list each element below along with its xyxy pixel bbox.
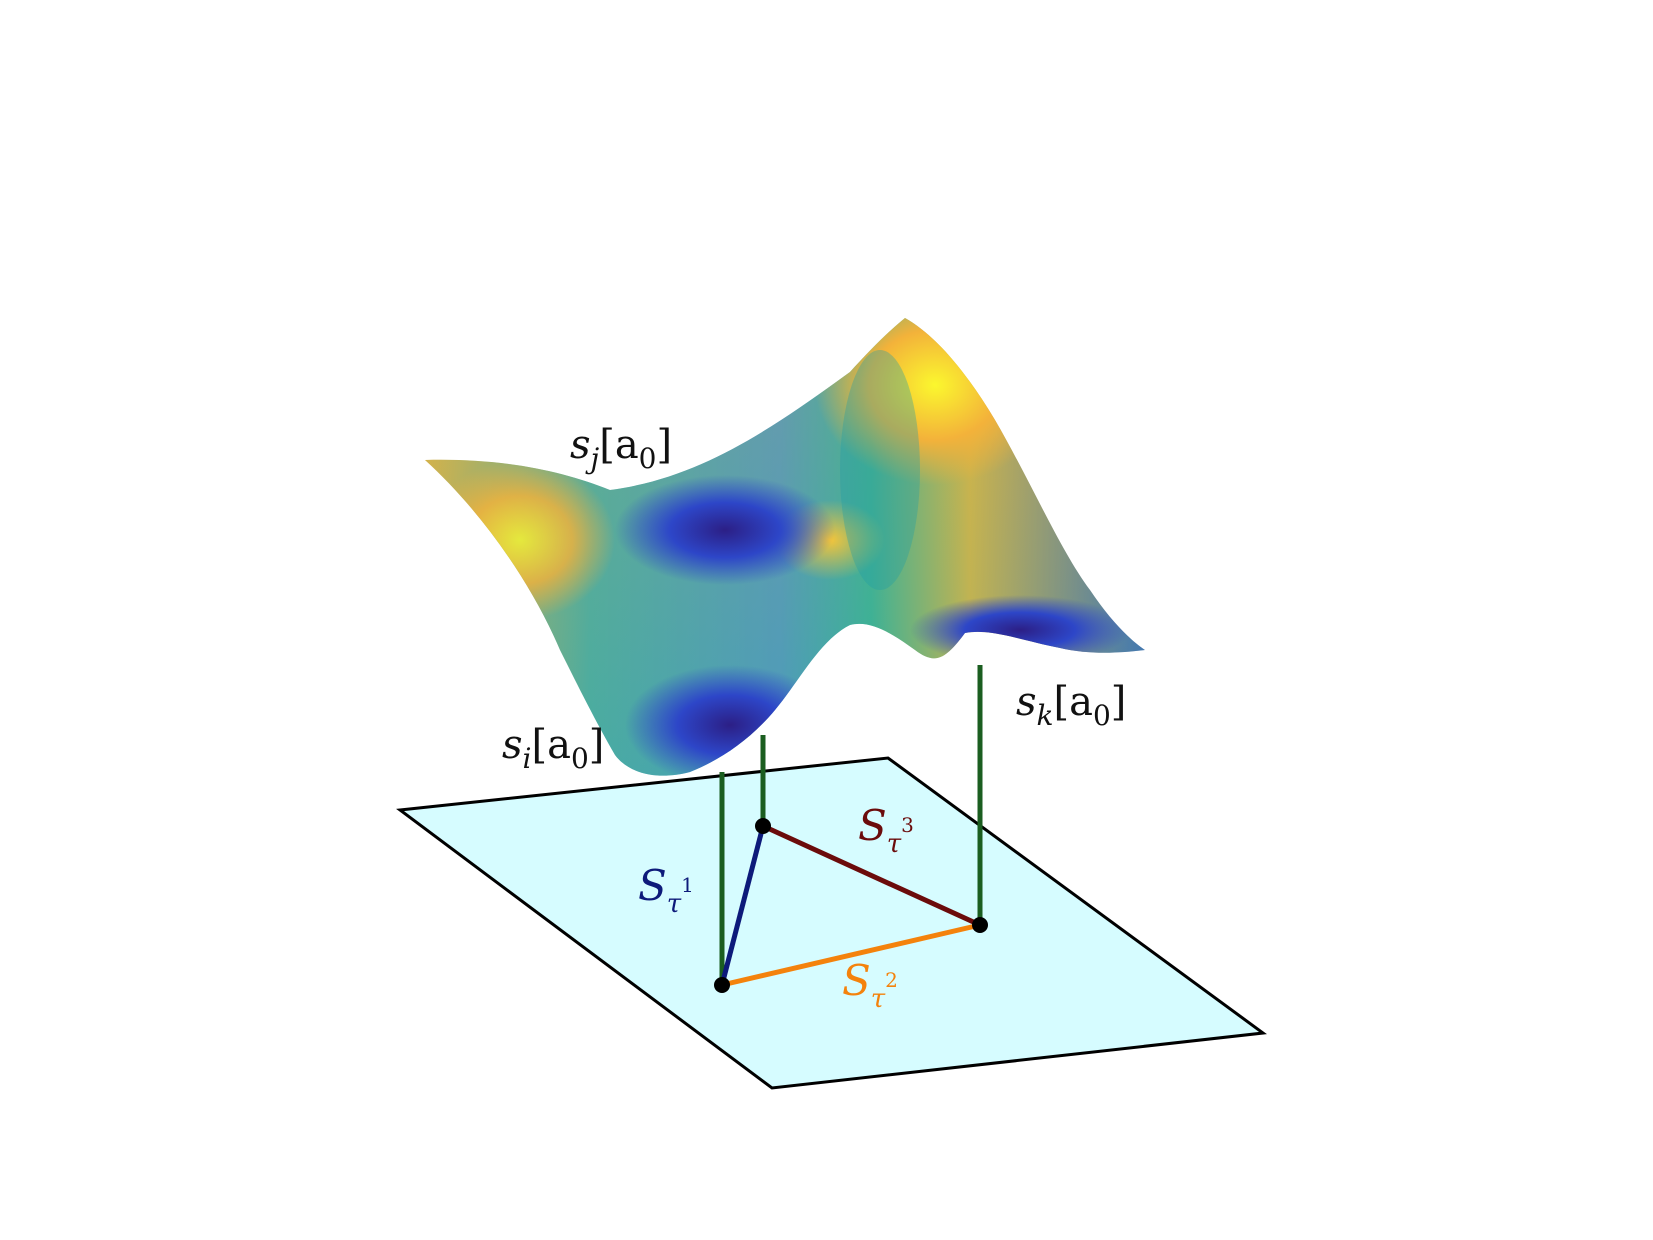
vertex-i xyxy=(714,977,730,993)
label-S-tau1: Sτ1 xyxy=(638,861,694,919)
vertex-j xyxy=(755,818,771,834)
label-S-tau3: Sτ3 xyxy=(858,801,914,859)
label-S-tau2: Sτ2 xyxy=(842,956,898,1014)
edge-tau3 xyxy=(761,823,982,928)
vertex-k xyxy=(972,917,988,933)
label-s-j: sj[a0] xyxy=(570,422,672,475)
base-plane xyxy=(396,756,1267,1090)
edge-tau2 xyxy=(721,922,981,988)
label-s-i: si[a0] xyxy=(502,722,604,775)
stems xyxy=(719,665,983,985)
edge-tau1 xyxy=(719,825,766,986)
label-s-k: sk[a0] xyxy=(1016,679,1126,732)
